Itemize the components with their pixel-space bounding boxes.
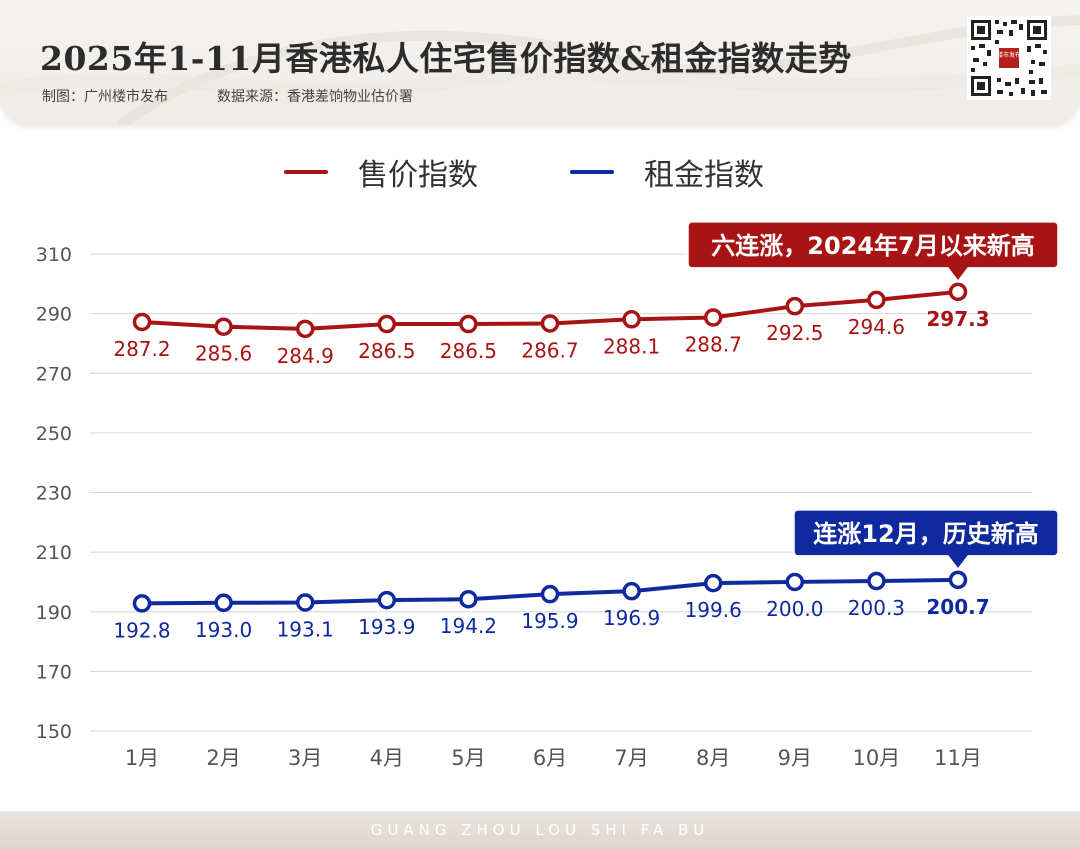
legend-item-rent: 租金指数 (570, 150, 764, 194)
line-chart: 150 170 190 210 230 250 270 290 310 1月 2月 3月 4月 5月 6月 7… (36, 221, 1059, 770)
x-tick-label: 10月 (853, 746, 901, 770)
y-tick-label: 250 (36, 423, 72, 445)
x-tick-label: 4月 (370, 746, 404, 770)
data-label-sale: 292.5 (766, 321, 823, 345)
credit-source: 数据来源：香港差饷物业估价署 (217, 89, 413, 105)
footer-banner: GUANG ZHOU LOU SHI FA BU (0, 811, 1080, 849)
y-tick-label: 310 (36, 244, 72, 266)
x-tick-label: 7月 (614, 746, 648, 770)
x-tick-label: 8月 (696, 746, 730, 770)
annotation-sale-box (687, 221, 1059, 269)
data-label-sale: 286.7 (521, 338, 578, 362)
annotation-sale-text: 六连涨，2024年7月以来新高 (711, 232, 1035, 260)
x-tick-label: 6月 (533, 746, 567, 770)
credit-maker: 制图：广州楼市发布 (42, 89, 168, 105)
data-point-sale (214, 317, 233, 336)
header-banner: 2025年1-11月香港私人住宅售价指数&租金指数走势 制图：广州楼市发布 数据… (0, 0, 1080, 125)
data-point-sale (622, 310, 641, 329)
data-label-rent: 193.9 (358, 615, 415, 639)
data-label-sale: 288.7 (685, 333, 742, 357)
data-label-rent: 199.6 (685, 598, 742, 622)
data-label-rent: 192.8 (113, 618, 170, 642)
data-label-rent: 200.7 (926, 595, 989, 619)
legend-label-sale: 售价指数 (358, 158, 478, 193)
data-label-sale: 287.2 (113, 337, 170, 361)
legend-swatch-rent (570, 170, 614, 174)
y-tick-label: 190 (36, 602, 72, 624)
data-label-sale: 285.6 (195, 342, 252, 366)
annotation-rent-pointer (948, 554, 968, 568)
data-point-rent (622, 581, 641, 601)
data-label-rent: 193.0 (195, 618, 252, 642)
data-label-sale: 294.6 (848, 315, 905, 339)
legend-label-rent: 租金指数 (644, 158, 764, 193)
x-tick-label: 5月 (451, 746, 485, 770)
x-tick-label: 2月 (206, 746, 240, 770)
data-point-rent (377, 590, 397, 610)
data-point-sale (948, 282, 968, 302)
y-tick-label: 270 (36, 363, 72, 385)
legend-item-sale: 售价指数 (284, 150, 478, 194)
footer-text: GUANG ZHOU LOU SHI FA BU (370, 821, 710, 839)
data-label-sale: 284.9 (277, 344, 334, 368)
data-label-sale: 297.3 (926, 307, 989, 331)
decorative-swirl (0, 15, 1080, 125)
data-point-rent (214, 593, 233, 613)
data-point-sale (295, 319, 315, 339)
data-point-sale (540, 314, 560, 333)
data-point-rent (540, 584, 560, 604)
x-tick-label: 9月 (778, 746, 812, 770)
annotation-rent-text: 连涨12月，历史新高 (813, 520, 1038, 548)
data-point-sale (867, 290, 886, 310)
y-tick-label: 170 (36, 661, 72, 683)
data-label-sale: 286.5 (440, 339, 497, 363)
data-point-rent (295, 593, 315, 612)
data-label-rent: 193.1 (277, 618, 334, 642)
data-label-rent: 195.9 (521, 609, 578, 633)
x-tick-label: 3月 (288, 746, 322, 770)
data-point-rent (785, 572, 805, 592)
data-point-sale (132, 312, 152, 332)
annotation-rent-box (793, 509, 1059, 557)
x-tick-label: 11月 (934, 746, 982, 770)
y-tick-label: 210 (36, 542, 72, 564)
data-label-sale: 288.1 (603, 334, 660, 358)
data-point-rent (948, 570, 968, 590)
annotation-sale-pointer (948, 266, 968, 280)
data-point-sale (703, 308, 723, 327)
x-tick-label: 1月 (125, 746, 159, 770)
data-point-sale (377, 314, 397, 334)
qr-badge-text: 楼市发布 (997, 51, 1021, 59)
data-point-rent (703, 573, 723, 593)
data-label-rent: 200.0 (766, 597, 823, 621)
y-tick-label: 230 (36, 483, 72, 505)
data-point-rent (459, 589, 478, 609)
data-label-rent: 196.9 (603, 606, 660, 630)
data-point-sale (785, 296, 805, 316)
data-label-sale: 286.5 (358, 339, 415, 363)
qr-code-icon: 楼市发布 (967, 16, 1051, 100)
data-label-rent: 200.3 (848, 596, 905, 620)
legend: 售价指数 租金指数 (0, 150, 1080, 194)
y-tick-label: 150 (36, 721, 72, 743)
data-point-sale (459, 314, 478, 334)
y-tick-label: 290 (36, 304, 72, 326)
data-label-rent: 194.2 (440, 614, 497, 638)
data-point-rent (132, 594, 152, 613)
data-point-rent (867, 571, 886, 591)
legend-swatch-sale (284, 170, 328, 174)
chart-title: 2025年1-11月香港私人住宅售价指数&租金指数走势 (40, 39, 852, 78)
